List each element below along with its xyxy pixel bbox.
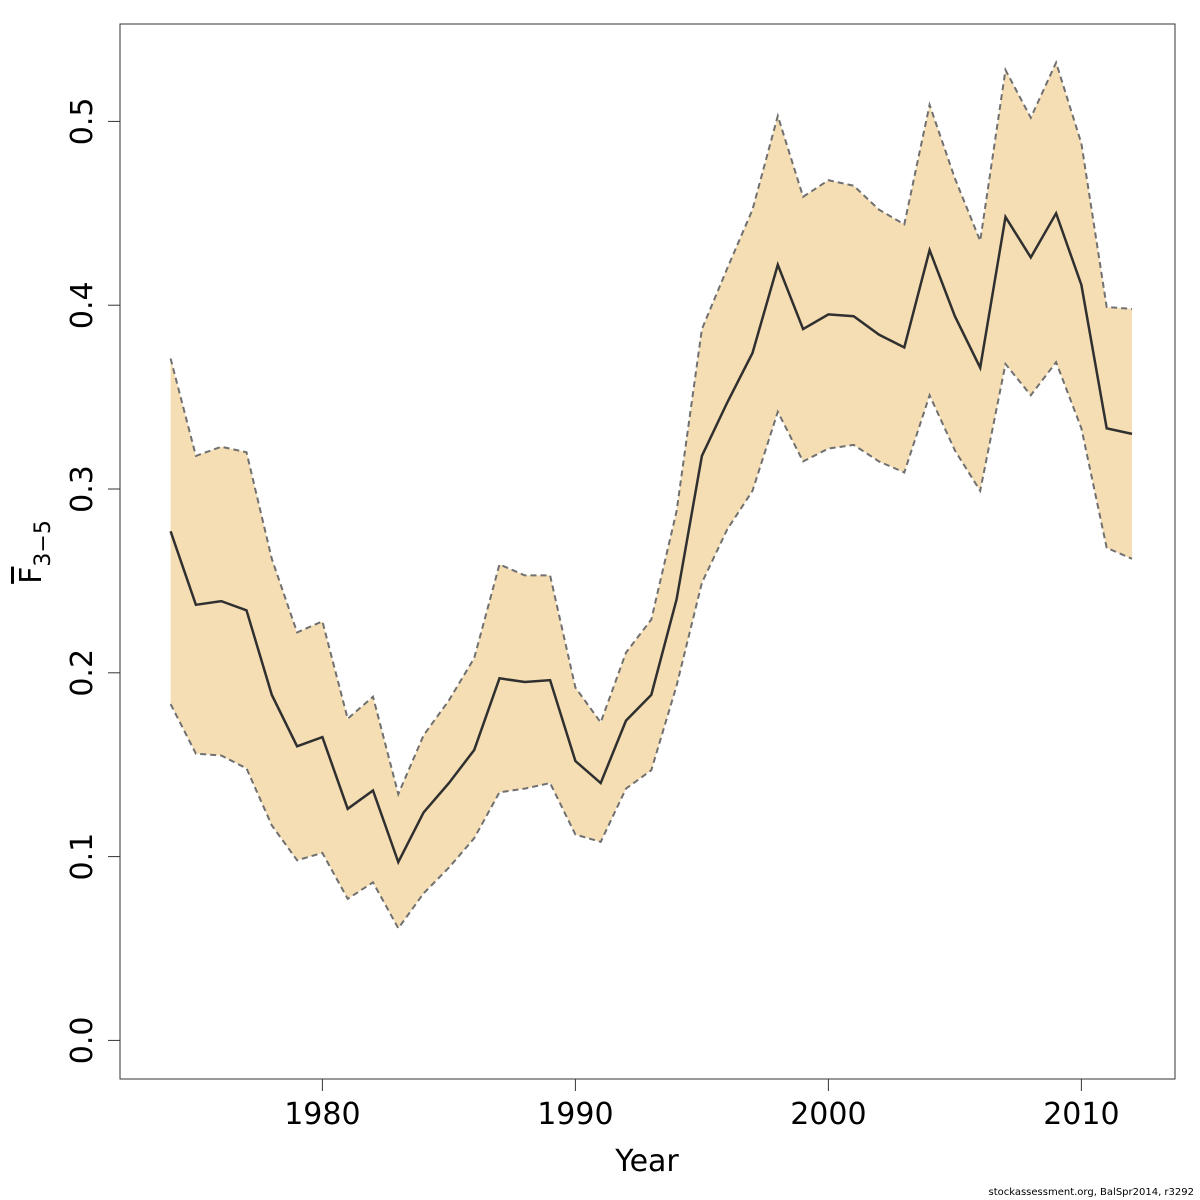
y-tick-label: 0.0 — [65, 1017, 100, 1065]
x-tick-label: 2000 — [790, 1097, 866, 1132]
x-tick-label: 2010 — [1043, 1097, 1119, 1132]
y-axis: 0.0 0.1 0.2 0.3 0.4 0.5 — [65, 98, 121, 1065]
y-tick-label: 0.1 — [65, 833, 100, 881]
y-axis-title-main: F — [14, 567, 49, 584]
upper-bound-line — [169, 59, 1133, 798]
confidence-band — [170, 62, 1132, 929]
svg-text:F3−5: F3−5 — [14, 520, 56, 584]
y-tick-label: 0.4 — [65, 281, 100, 329]
x-axis-title: Year — [614, 1144, 679, 1179]
x-tick-label: 1990 — [537, 1097, 613, 1132]
lower-bound-line — [169, 360, 1133, 931]
y-tick-label: 0.5 — [65, 98, 100, 146]
x-axis: 1980 1990 2000 2010 — [284, 1078, 1120, 1132]
footer-credit: stockassessment.org, BalSpr2014, r3292 — [988, 1187, 1194, 1198]
y-axis-title-sub: 3−5 — [31, 520, 56, 566]
y-tick-label: 0.2 — [65, 649, 100, 697]
x-tick-label: 1980 — [284, 1097, 360, 1132]
y-tick-label: 0.3 — [65, 465, 100, 513]
y-axis-title: F3−5 — [14, 520, 56, 584]
